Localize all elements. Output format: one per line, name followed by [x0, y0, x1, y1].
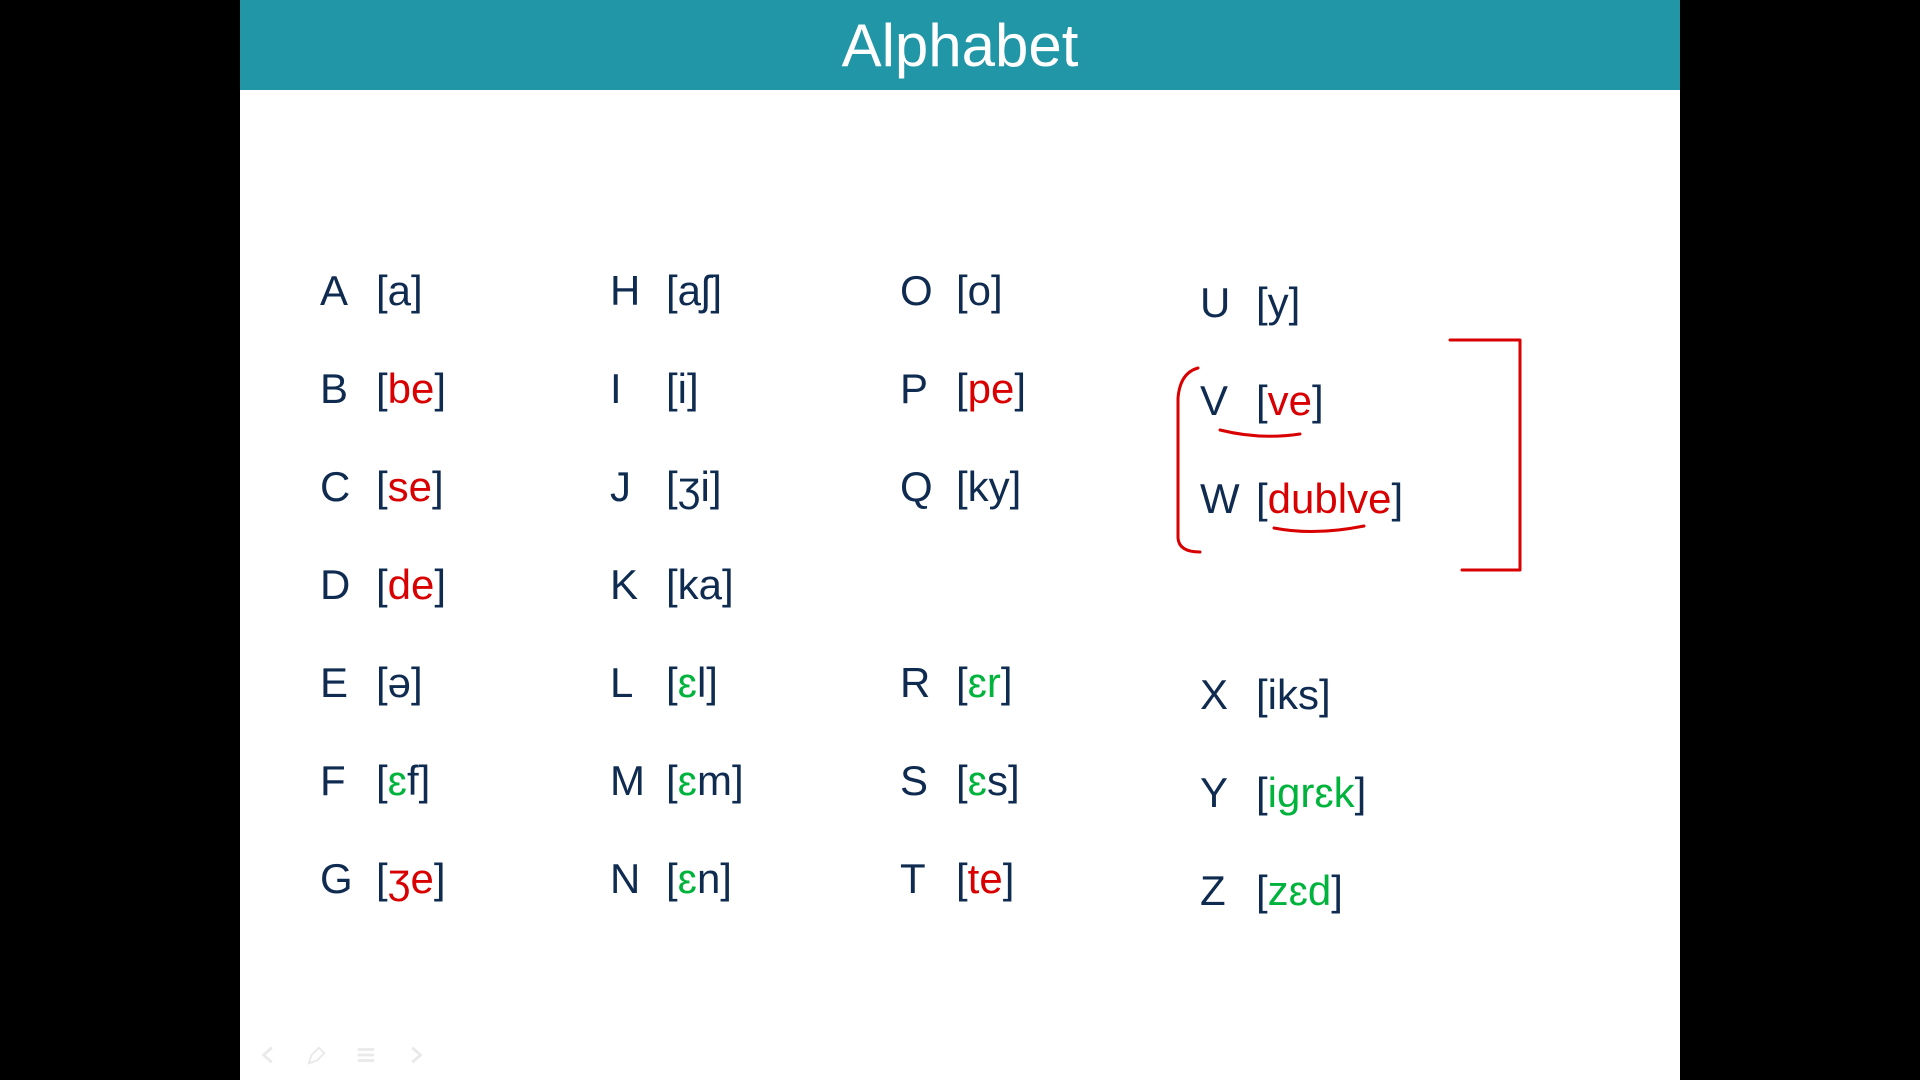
pronunciation: [ky] [956, 466, 1021, 508]
next-icon[interactable] [404, 1044, 426, 1066]
alphabet-entry: D[de] [320, 564, 446, 606]
alphabet-entry: R[ɛr] [900, 662, 1026, 704]
letter: W [1200, 478, 1256, 520]
alphabet-entry: Y[igrɛk] [1200, 772, 1403, 814]
letter: C [320, 466, 376, 508]
letter: K [610, 564, 666, 606]
alphabet-entry: K[ka] [610, 564, 744, 606]
alphabet-entry: C[se] [320, 466, 446, 508]
alphabet-column: A[a] B[be] C[se] D[de] E[ə] F[ɛf] G[ʒe] [320, 270, 446, 956]
slide-content: A[a]B[be]C[se]D[de]E[ə]F[ɛf]G[ʒe]H[aʃ]I[… [240, 90, 1680, 1080]
alphabet-entry: G[ʒe] [320, 858, 446, 900]
alphabet-entry: M[ɛm] [610, 760, 744, 802]
pronunciation: [y] [1256, 282, 1300, 324]
letter: Y [1200, 772, 1256, 814]
pronunciation: [ɛf] [376, 760, 430, 802]
slide-title: Alphabet [842, 11, 1079, 80]
alphabet-entry: X[iks] [1200, 674, 1403, 716]
letter: P [900, 368, 956, 410]
letter: O [900, 270, 956, 312]
alphabet-column: H[aʃ] I[i] J[ʒi] K[ka] L[ɛl] M[ɛm] N[ɛn] [610, 270, 744, 956]
slideshow-nav [258, 1044, 426, 1066]
alphabet-entry: O[o] [900, 270, 1026, 312]
letter: R [900, 662, 956, 704]
alphabet-entry: N[ɛn] [610, 858, 744, 900]
pronunciation: [de] [376, 564, 446, 606]
alphabet-entry: A[a] [320, 270, 446, 312]
letter: G [320, 858, 376, 900]
pronunciation: [ʒi] [666, 466, 722, 508]
pronunciation: [aʃ] [666, 270, 722, 312]
letter: S [900, 760, 956, 802]
pronunciation: [dublve] [1256, 478, 1403, 520]
pronunciation: [o] [956, 270, 1003, 312]
alphabet-entry: I[i] [610, 368, 744, 410]
alphabet-entry: L[ɛl] [610, 662, 744, 704]
pronunciation: [pe] [956, 368, 1026, 410]
pronunciation: [iks] [1256, 674, 1331, 716]
prev-icon[interactable] [258, 1044, 280, 1066]
letter: I [610, 368, 666, 410]
letter: E [320, 662, 376, 704]
alphabet-entry: S[ɛs] [900, 760, 1026, 802]
pronunciation: [ɛm] [666, 760, 744, 802]
slide: Alphabet A[a]B[be]C[se]D[de]E[ə]F[ɛf]G[ʒ… [240, 0, 1680, 1080]
pronunciation: [ɛr] [956, 662, 1013, 704]
pronunciation: [i] [666, 368, 699, 410]
letter: L [610, 662, 666, 704]
pronunciation: [te] [956, 858, 1014, 900]
alphabet-entry: B[be] [320, 368, 446, 410]
alphabet-entry: E[ə] [320, 662, 446, 704]
title-bar: Alphabet [240, 0, 1680, 90]
letter: U [1200, 282, 1256, 324]
pronunciation: [ve] [1256, 380, 1324, 422]
alphabet-entry: Z[zɛd] [1200, 870, 1403, 912]
alphabet-entry: T[te] [900, 858, 1026, 900]
menu-icon[interactable] [354, 1044, 378, 1066]
pronunciation: [se] [376, 466, 444, 508]
pronunciation: [ɛs] [956, 760, 1020, 802]
letter: Z [1200, 870, 1256, 912]
pronunciation: [be] [376, 368, 446, 410]
letter: N [610, 858, 666, 900]
pronunciation: [ɛn] [666, 858, 732, 900]
letter: D [320, 564, 376, 606]
alphabet-entry: V[ve] [1200, 380, 1403, 422]
pronunciation: [zɛd] [1256, 870, 1343, 912]
letter: X [1200, 674, 1256, 716]
alphabet-column: O[o] P[pe] Q[ky] R[ɛr] S[ɛs] T[te] [900, 270, 1026, 956]
alphabet-entry: Q[ky] [900, 466, 1026, 508]
letter: M [610, 760, 666, 802]
alphabet-entry: H[aʃ] [610, 270, 744, 312]
letter: T [900, 858, 956, 900]
pronunciation: [ɛl] [666, 662, 718, 704]
alphabet-entry: J[ʒi] [610, 466, 744, 508]
alphabet-entry: F[ɛf] [320, 760, 446, 802]
pronunciation: [ka] [666, 564, 734, 606]
pronunciation: [ʒe] [376, 858, 446, 900]
letter: B [320, 368, 376, 410]
letter: F [320, 760, 376, 802]
alphabet-column: U[y] V[ve] W[dublve] X[iks] Y[igrɛk] Z[zɛd] [1200, 270, 1403, 956]
alphabet-entry: W[dublve] [1200, 478, 1403, 520]
pronunciation: [igrɛk] [1256, 772, 1366, 814]
letter: Q [900, 466, 956, 508]
pen-icon[interactable] [306, 1044, 328, 1066]
alphabet-entry: U[y] [1200, 282, 1403, 324]
pronunciation: [ə] [376, 662, 423, 704]
letter: H [610, 270, 666, 312]
pronunciation: [a] [376, 270, 423, 312]
letter: V [1200, 380, 1256, 422]
letter: A [320, 270, 376, 312]
alphabet-entry: P[pe] [900, 368, 1026, 410]
letter: J [610, 466, 666, 508]
